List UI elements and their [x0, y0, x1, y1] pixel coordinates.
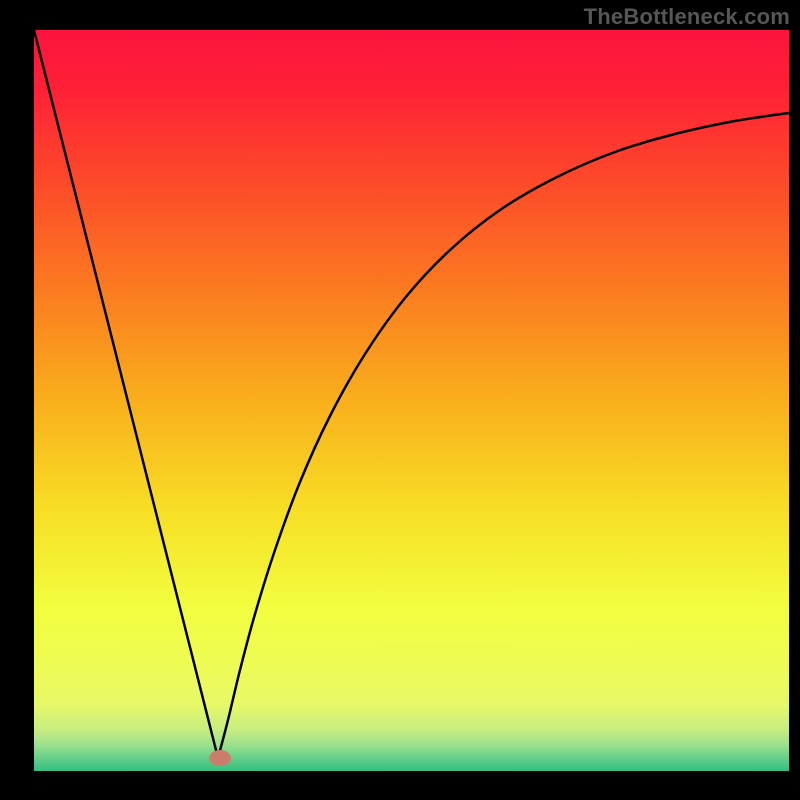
minimum-marker-icon	[209, 750, 231, 766]
plot-background	[34, 30, 789, 771]
watermark-text: TheBottleneck.com	[584, 4, 790, 30]
chart-frame: TheBottleneck.com	[0, 0, 800, 800]
plot-svg	[0, 0, 800, 800]
